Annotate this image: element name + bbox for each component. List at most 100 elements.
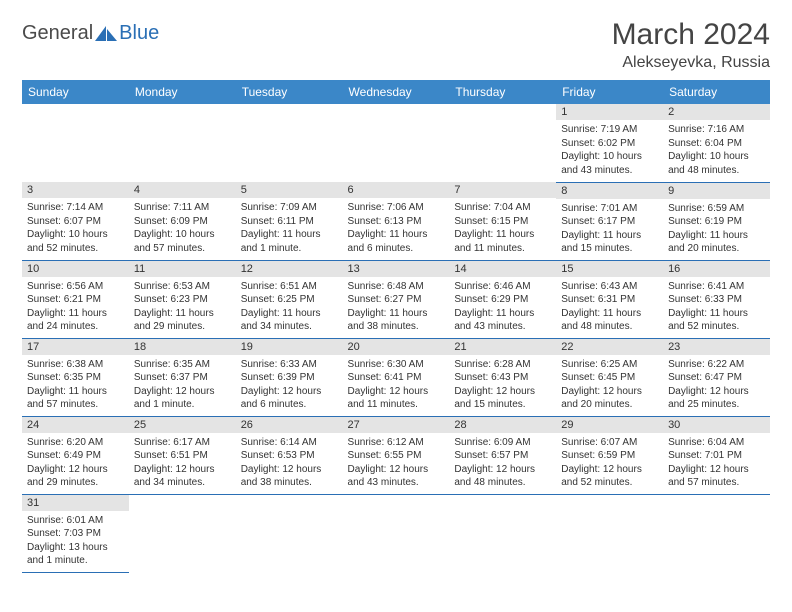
day-details: Sunrise: 6:28 AMSunset: 6:43 PMDaylight:… [449,355,556,416]
calendar-cell: 23Sunrise: 6:22 AMSunset: 6:47 PMDayligh… [663,338,770,416]
day-number: 3 [22,182,129,198]
calendar-cell: 10Sunrise: 6:56 AMSunset: 6:21 PMDayligh… [22,260,129,338]
calendar-row: 31Sunrise: 6:01 AMSunset: 7:03 PMDayligh… [22,494,770,572]
day-number: 23 [663,339,770,355]
day-number: 13 [343,261,450,277]
day-details: Sunrise: 6:12 AMSunset: 6:55 PMDaylight:… [343,433,450,494]
day-details: Sunrise: 7:04 AMSunset: 6:15 PMDaylight:… [449,198,556,259]
day-details: Sunrise: 6:14 AMSunset: 6:53 PMDaylight:… [236,433,343,494]
day-number: 26 [236,417,343,433]
day-details: Sunrise: 7:11 AMSunset: 6:09 PMDaylight:… [129,198,236,259]
day-details: Sunrise: 6:25 AMSunset: 6:45 PMDaylight:… [556,355,663,416]
calendar-cell [129,104,236,182]
day-number: 12 [236,261,343,277]
logo-text-general: General [22,22,93,45]
day-details: Sunrise: 6:38 AMSunset: 6:35 PMDaylight:… [22,355,129,416]
day-number: 11 [129,261,236,277]
logo: General Blue [22,22,159,45]
day-number: 30 [663,417,770,433]
calendar-cell: 2Sunrise: 7:16 AMSunset: 6:04 PMDaylight… [663,104,770,182]
calendar-body: 1Sunrise: 7:19 AMSunset: 6:02 PMDaylight… [22,104,770,572]
day-number: 15 [556,261,663,277]
calendar-cell: 16Sunrise: 6:41 AMSunset: 6:33 PMDayligh… [663,260,770,338]
day-number: 19 [236,339,343,355]
day-number: 20 [343,339,450,355]
day-number: 4 [129,182,236,198]
day-number: 21 [449,339,556,355]
calendar-cell: 9Sunrise: 6:59 AMSunset: 6:19 PMDaylight… [663,182,770,260]
calendar-cell: 28Sunrise: 6:09 AMSunset: 6:57 PMDayligh… [449,416,556,494]
calendar-cell: 8Sunrise: 7:01 AMSunset: 6:17 PMDaylight… [556,182,663,260]
calendar-cell: 13Sunrise: 6:48 AMSunset: 6:27 PMDayligh… [343,260,450,338]
calendar-cell: 29Sunrise: 6:07 AMSunset: 6:59 PMDayligh… [556,416,663,494]
calendar-row: 10Sunrise: 6:56 AMSunset: 6:21 PMDayligh… [22,260,770,338]
logo-text-blue: Blue [119,22,159,45]
weekday-header: Saturday [663,80,770,104]
day-number: 1 [556,104,663,120]
weekday-header: Wednesday [343,80,450,104]
calendar-cell [449,494,556,572]
day-number: 16 [663,261,770,277]
day-details: Sunrise: 6:48 AMSunset: 6:27 PMDaylight:… [343,277,450,338]
day-details: Sunrise: 7:06 AMSunset: 6:13 PMDaylight:… [343,198,450,259]
day-number: 31 [22,495,129,511]
calendar-cell [449,104,556,182]
calendar-cell [343,104,450,182]
weekday-header: Thursday [449,80,556,104]
day-details: Sunrise: 6:20 AMSunset: 6:49 PMDaylight:… [22,433,129,494]
sail-icon [95,26,117,42]
day-number: 6 [343,182,450,198]
day-details: Sunrise: 7:16 AMSunset: 6:04 PMDaylight:… [663,120,770,181]
calendar-cell: 15Sunrise: 6:43 AMSunset: 6:31 PMDayligh… [556,260,663,338]
title-block: March 2024 Alekseyevka, Russia [612,18,770,72]
calendar-cell [663,494,770,572]
header: General Blue March 2024 Alekseyevka, Rus… [22,18,770,72]
calendar-row: 17Sunrise: 6:38 AMSunset: 6:35 PMDayligh… [22,338,770,416]
day-number: 18 [129,339,236,355]
calendar-cell: 6Sunrise: 7:06 AMSunset: 6:13 PMDaylight… [343,182,450,260]
calendar-cell: 7Sunrise: 7:04 AMSunset: 6:15 PMDaylight… [449,182,556,260]
calendar-cell: 22Sunrise: 6:25 AMSunset: 6:45 PMDayligh… [556,338,663,416]
weekday-header: Sunday [22,80,129,104]
location: Alekseyevka, Russia [612,54,770,72]
day-details: Sunrise: 7:19 AMSunset: 6:02 PMDaylight:… [556,120,663,181]
day-details: Sunrise: 6:30 AMSunset: 6:41 PMDaylight:… [343,355,450,416]
day-number: 2 [663,104,770,120]
calendar-cell [556,494,663,572]
day-details: Sunrise: 6:41 AMSunset: 6:33 PMDaylight:… [663,277,770,338]
day-details: Sunrise: 6:07 AMSunset: 6:59 PMDaylight:… [556,433,663,494]
calendar-cell [129,494,236,572]
day-details: Sunrise: 6:17 AMSunset: 6:51 PMDaylight:… [129,433,236,494]
day-number: 28 [449,417,556,433]
day-details: Sunrise: 6:43 AMSunset: 6:31 PMDaylight:… [556,277,663,338]
day-details: Sunrise: 6:56 AMSunset: 6:21 PMDaylight:… [22,277,129,338]
calendar-cell: 20Sunrise: 6:30 AMSunset: 6:41 PMDayligh… [343,338,450,416]
day-details: Sunrise: 6:35 AMSunset: 6:37 PMDaylight:… [129,355,236,416]
calendar-cell: 24Sunrise: 6:20 AMSunset: 6:49 PMDayligh… [22,416,129,494]
calendar-row: 3Sunrise: 7:14 AMSunset: 6:07 PMDaylight… [22,182,770,260]
calendar-cell: 4Sunrise: 7:11 AMSunset: 6:09 PMDaylight… [129,182,236,260]
calendar-cell: 19Sunrise: 6:33 AMSunset: 6:39 PMDayligh… [236,338,343,416]
day-details: Sunrise: 6:09 AMSunset: 6:57 PMDaylight:… [449,433,556,494]
calendar-cell: 31Sunrise: 6:01 AMSunset: 7:03 PMDayligh… [22,494,129,572]
day-number: 14 [449,261,556,277]
day-details: Sunrise: 6:59 AMSunset: 6:19 PMDaylight:… [663,199,770,260]
day-details: Sunrise: 6:46 AMSunset: 6:29 PMDaylight:… [449,277,556,338]
calendar-cell [343,494,450,572]
day-details: Sunrise: 7:14 AMSunset: 6:07 PMDaylight:… [22,198,129,259]
calendar-cell: 14Sunrise: 6:46 AMSunset: 6:29 PMDayligh… [449,260,556,338]
calendar-cell [236,104,343,182]
day-number: 9 [663,183,770,199]
month-title: March 2024 [612,18,770,52]
weekday-header: Monday [129,80,236,104]
calendar-cell: 3Sunrise: 7:14 AMSunset: 6:07 PMDaylight… [22,182,129,260]
day-details: Sunrise: 6:04 AMSunset: 7:01 PMDaylight:… [663,433,770,494]
calendar-cell: 18Sunrise: 6:35 AMSunset: 6:37 PMDayligh… [129,338,236,416]
calendar-cell: 12Sunrise: 6:51 AMSunset: 6:25 PMDayligh… [236,260,343,338]
day-number: 8 [556,183,663,199]
day-number: 25 [129,417,236,433]
day-number: 10 [22,261,129,277]
day-number: 7 [449,182,556,198]
calendar-cell: 27Sunrise: 6:12 AMSunset: 6:55 PMDayligh… [343,416,450,494]
calendar-cell: 26Sunrise: 6:14 AMSunset: 6:53 PMDayligh… [236,416,343,494]
